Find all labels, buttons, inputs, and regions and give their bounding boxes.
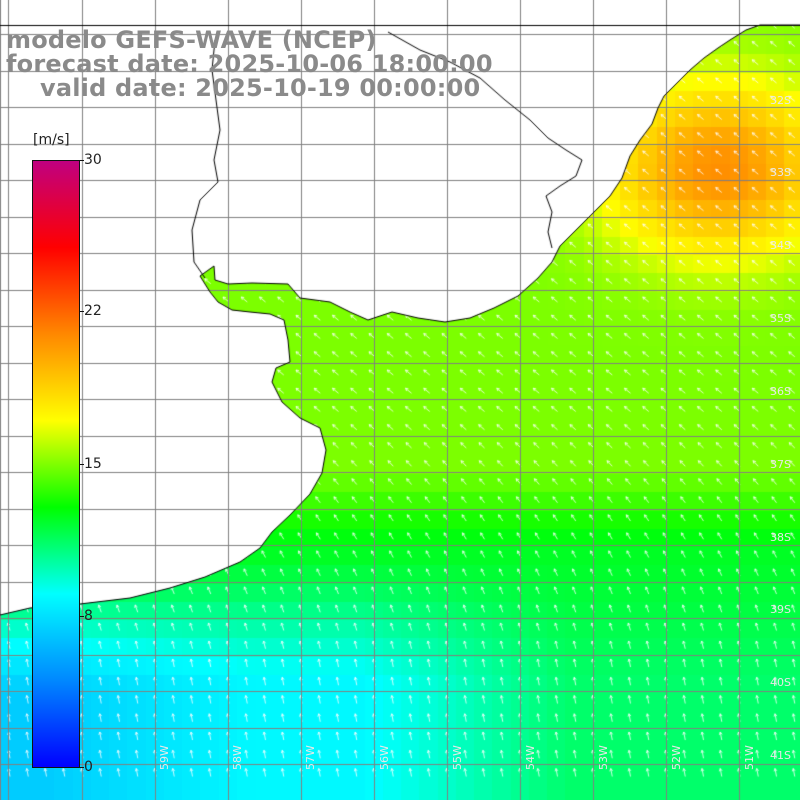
colorbar-tickmark bbox=[80, 311, 84, 312]
lon-label-54w: 54W bbox=[524, 745, 537, 770]
lat-label-40s: 40S bbox=[770, 676, 791, 689]
lat-label-36s: 36S bbox=[770, 385, 791, 398]
colorbar-legend: [m/s] 30 22 15 8 0 bbox=[30, 130, 110, 775]
lat-label-35s: 35S bbox=[770, 312, 791, 325]
lat-label-34s: 34S bbox=[770, 239, 791, 252]
colorbar-tickmark bbox=[80, 616, 84, 617]
lat-label-32s: 32S bbox=[770, 94, 791, 107]
lon-label-53w: 53W bbox=[597, 745, 610, 770]
model-name: modelo GEFS-WAVE (NCEP) bbox=[6, 26, 377, 54]
colorbar-tick-8: 8 bbox=[84, 608, 93, 624]
lat-label-41s: 41S bbox=[770, 749, 791, 762]
colorbar-unit: [m/s] bbox=[33, 132, 70, 148]
colorbar-tick-30: 30 bbox=[84, 152, 102, 168]
colorbar-tick-15: 15 bbox=[84, 456, 102, 472]
colorbar-tickmark bbox=[80, 767, 84, 768]
map-title: modelo GEFS-WAVE (NCEP) forecast date: 2… bbox=[6, 28, 493, 100]
valid-date: valid date: 2025-10-19 00:00:00 bbox=[40, 74, 481, 102]
lat-label-33s: 33S bbox=[770, 166, 791, 179]
colorbar-gradient bbox=[32, 160, 80, 768]
lon-label-57w: 57W bbox=[304, 745, 317, 770]
lat-label-39s: 39S bbox=[770, 603, 791, 616]
lon-label-56w: 56W bbox=[378, 745, 391, 770]
colorbar-tick-22: 22 bbox=[84, 303, 102, 319]
lon-label-51w: 51W bbox=[743, 745, 756, 770]
colorbar-tickmark bbox=[80, 160, 84, 161]
lat-label-37s: 37S bbox=[770, 458, 791, 471]
forecast-date: forecast date: 2025-10-06 18:00:00 bbox=[6, 50, 493, 78]
lon-label-55w: 55W bbox=[451, 745, 464, 770]
lon-label-59w: 59W bbox=[158, 745, 171, 770]
lon-label-58w: 58W bbox=[231, 745, 244, 770]
lat-label-38s: 38S bbox=[770, 531, 791, 544]
colorbar-tick-0: 0 bbox=[84, 759, 93, 775]
colorbar-tickmark bbox=[80, 464, 84, 465]
lon-label-52w: 52W bbox=[670, 745, 683, 770]
